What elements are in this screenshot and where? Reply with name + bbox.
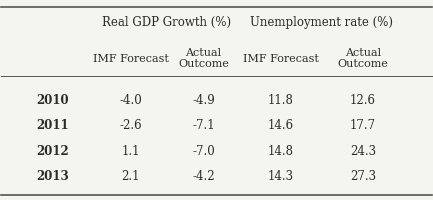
Text: 14.3: 14.3 bbox=[268, 170, 294, 183]
Text: Unemployment rate (%): Unemployment rate (%) bbox=[250, 16, 394, 29]
Text: 2011: 2011 bbox=[36, 119, 68, 132]
Text: 14.6: 14.6 bbox=[268, 119, 294, 132]
Text: Actual
Outcome: Actual Outcome bbox=[178, 48, 229, 69]
Text: -4.9: -4.9 bbox=[192, 94, 215, 106]
Text: -7.0: -7.0 bbox=[192, 145, 215, 158]
Text: 2010: 2010 bbox=[36, 94, 68, 106]
Text: -4.2: -4.2 bbox=[192, 170, 215, 183]
Text: 1.1: 1.1 bbox=[121, 145, 140, 158]
Text: 24.3: 24.3 bbox=[350, 145, 376, 158]
Text: Real GDP Growth (%): Real GDP Growth (%) bbox=[103, 16, 232, 29]
Text: 17.7: 17.7 bbox=[350, 119, 376, 132]
Text: -4.0: -4.0 bbox=[119, 94, 142, 106]
Text: 2013: 2013 bbox=[36, 170, 68, 183]
Text: 11.8: 11.8 bbox=[268, 94, 294, 106]
Text: 2012: 2012 bbox=[36, 145, 68, 158]
Text: IMF Forecast: IMF Forecast bbox=[243, 54, 319, 64]
Text: 12.6: 12.6 bbox=[350, 94, 376, 106]
Text: 27.3: 27.3 bbox=[350, 170, 376, 183]
Text: IMF Forecast: IMF Forecast bbox=[93, 54, 168, 64]
Text: 14.8: 14.8 bbox=[268, 145, 294, 158]
Text: 2.1: 2.1 bbox=[121, 170, 140, 183]
Text: Actual
Outcome: Actual Outcome bbox=[337, 48, 388, 69]
Text: -2.6: -2.6 bbox=[119, 119, 142, 132]
Text: -7.1: -7.1 bbox=[192, 119, 215, 132]
